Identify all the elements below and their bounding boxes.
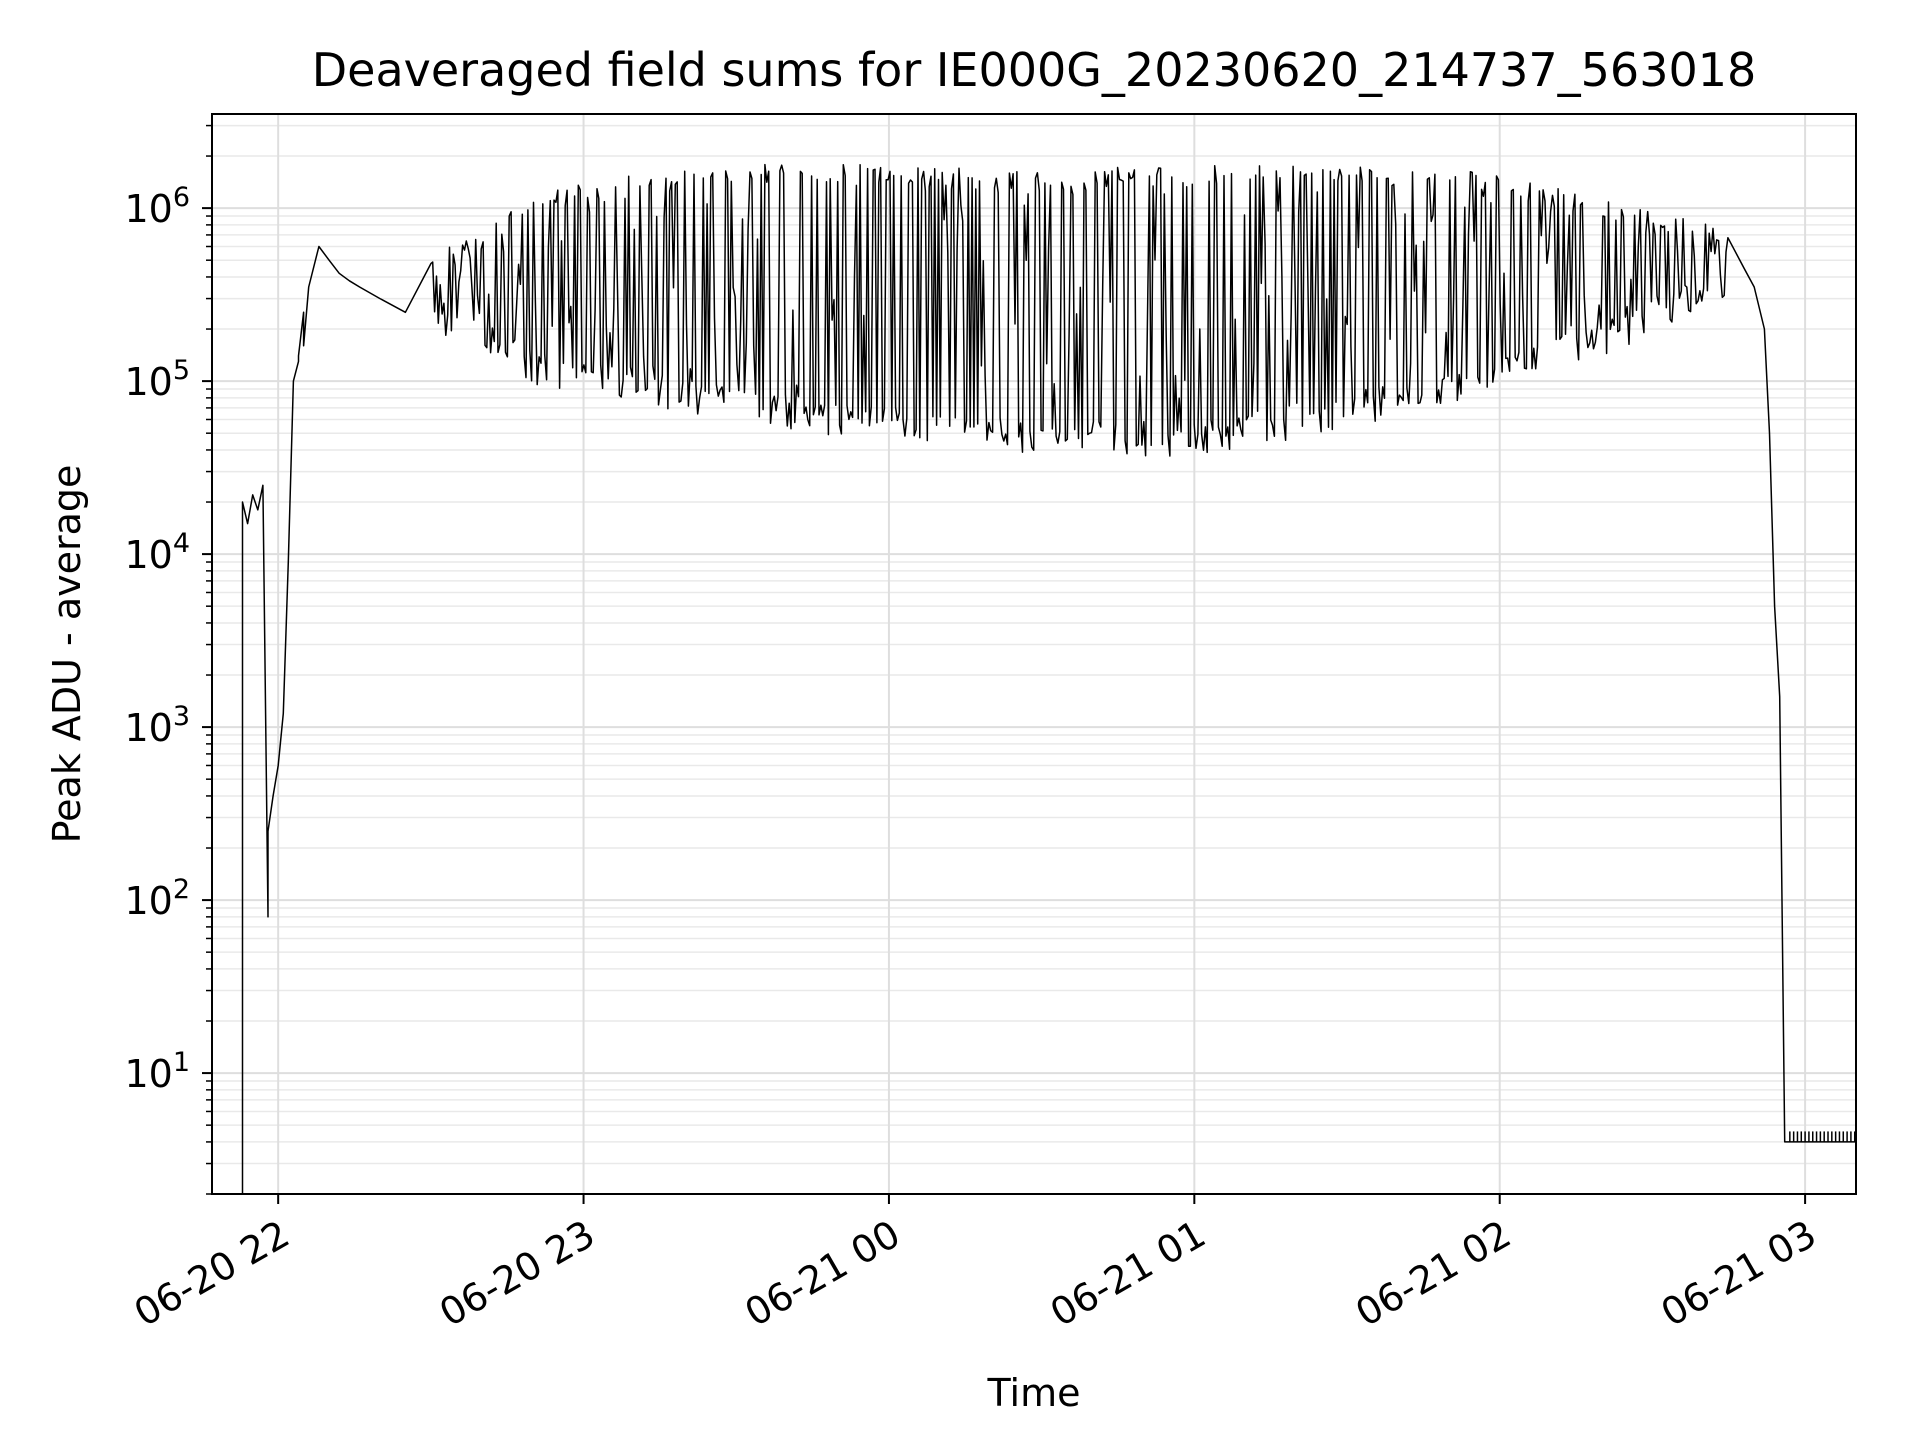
x-axis-label: Time	[987, 1371, 1081, 1415]
y-tick-label: 105	[124, 355, 190, 404]
series-line	[241, 163, 1856, 1194]
y-tick-label-base: 10	[124, 360, 172, 404]
y-tick-label-base: 10	[124, 879, 172, 923]
y-tick-label-base: 10	[124, 187, 172, 231]
data-layer	[241, 163, 1856, 1194]
y-tick-label-exponent: 1	[173, 1047, 190, 1078]
y-tick-label-exponent: 2	[173, 874, 190, 905]
grid	[212, 114, 1856, 1195]
y-tick-label: 102	[124, 874, 190, 923]
y-tick-label-exponent: 4	[173, 528, 190, 559]
y-tick-label: 106	[124, 182, 190, 231]
y-tick-label-base: 10	[124, 533, 172, 577]
y-tick-label: 101	[124, 1047, 190, 1096]
y-tick-label-exponent: 3	[173, 701, 190, 732]
y-tick-label: 104	[124, 528, 190, 577]
chart-title: Deaveraged field sums for IE000G_2023062…	[312, 43, 1757, 97]
y-tick-label-exponent: 6	[173, 182, 190, 213]
y-tick-label-exponent: 5	[173, 355, 190, 386]
y-axis-label: Peak ADU - average	[45, 465, 89, 844]
y-tick-label-base: 10	[124, 1052, 172, 1096]
y-tick-label-base: 10	[124, 706, 172, 750]
plot-frame	[211, 113, 1857, 1195]
y-tick-label: 103	[124, 701, 190, 750]
